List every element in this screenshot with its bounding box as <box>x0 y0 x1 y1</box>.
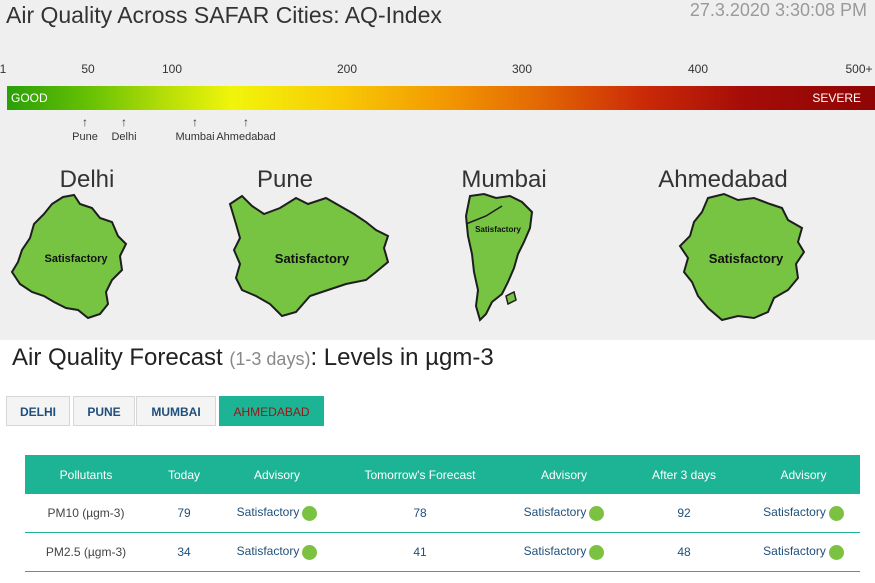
forecast-title-suffix: : Levels in µgm-3 <box>310 344 494 371</box>
aqi-marker-pune: ↑ Pune <box>72 116 98 143</box>
column-header: Advisory <box>221 455 333 494</box>
column-header: Today <box>147 455 221 494</box>
aqi-gradient-bar: GOOD SEVERE <box>7 86 875 110</box>
city-status: Satisfactory <box>709 251 784 266</box>
status-dot-icon <box>828 505 844 521</box>
pollutant-name: PM2.5 (µgm-3) <box>25 532 147 572</box>
city-name-delhi: Delhi <box>59 166 115 193</box>
tab-pune[interactable]: PUNE <box>73 396 135 426</box>
status-dot-icon <box>589 505 605 521</box>
forecast-table: Pollutants Today Advisory Tomorrow's For… <box>25 455 860 572</box>
arrow-up-icon: ↑ <box>81 115 88 129</box>
aqi-marker-mumbai: ↑ Mumbai <box>175 116 214 143</box>
marker-label: Delhi <box>111 131 137 143</box>
forecast-title-main: Air Quality Forecast <box>12 344 223 371</box>
column-header: Pollutants <box>25 455 147 494</box>
mumbai-map-shape <box>464 192 534 322</box>
today-value: 79 <box>147 494 221 533</box>
advisory-tomorrow: Satisfactory <box>507 532 621 572</box>
advisory-text: Satisfactory <box>523 544 587 559</box>
island-shape <box>505 290 517 306</box>
table-row: PM10 (µgm-3) 79 Satisfactory 78 Satisfac… <box>25 494 860 533</box>
column-header: Advisory <box>747 455 860 494</box>
aqi-marker-delhi: ↑ Delhi <box>111 116 136 143</box>
city-name-pune: Pune <box>256 166 314 193</box>
ahmedabad-map-shape <box>678 192 806 322</box>
column-header: Tomorrow's Forecast <box>333 455 507 494</box>
timestamp: 27.3.2020 3:30:08 PM <box>689 0 867 20</box>
table-row: PM2.5 (µgm-3) 34 Satisfactory 41 Satisfa… <box>25 532 860 572</box>
delhi-map[interactable]: Satisfactory <box>8 192 130 322</box>
city-status: Satisfactory <box>275 251 350 266</box>
arrow-up-icon: ↑ <box>242 115 249 129</box>
tomorrow-value: 78 <box>333 494 507 533</box>
scale-tick: 1 <box>0 62 7 76</box>
city-name-ahmedabad: Ahmedabad <box>658 166 788 193</box>
today-value: 34 <box>147 532 221 572</box>
after3-value: 92 <box>621 494 747 533</box>
tab-delhi[interactable]: DELHI <box>6 396 70 426</box>
marker-label: Mumbai <box>175 131 215 143</box>
pune-map-shape <box>228 194 390 318</box>
marker-label: Pune <box>72 131 98 143</box>
status-dot-icon <box>302 544 318 560</box>
scale-tick: 400 <box>687 62 709 76</box>
city-status: Satisfactory <box>45 253 109 265</box>
forecast-title: Air Quality Forecast (1-3 days): Levels … <box>12 344 494 372</box>
ahmedabad-map[interactable]: Satisfactory <box>678 192 806 322</box>
scale-tick: 100 <box>161 62 183 76</box>
status-dot-icon <box>828 544 844 560</box>
arrow-up-icon: ↑ <box>120 115 127 129</box>
severe-label: SEVERE <box>812 91 861 105</box>
tab-ahmedabad[interactable]: AHMEDABAD <box>219 396 324 426</box>
scale-tick: 300 <box>511 62 533 76</box>
pune-map[interactable]: Satisfactory <box>226 192 392 322</box>
arrow-up-icon: ↑ <box>192 115 198 129</box>
table-header-row: Pollutants Today Advisory Tomorrow's For… <box>25 455 860 494</box>
good-label: GOOD <box>11 91 48 105</box>
column-header: After 3 days <box>621 455 747 494</box>
aqi-marker-ahmedabad: ↑ Ahmedabad <box>216 116 275 143</box>
status-dot-icon <box>589 544 605 560</box>
advisory-after3: Satisfactory <box>747 532 860 572</box>
column-header: Advisory <box>507 455 621 494</box>
advisory-text: Satisfactory <box>236 505 300 520</box>
forecast-subtitle: (1-3 days) <box>229 349 311 369</box>
city-name-mumbai: Mumbai <box>461 166 547 193</box>
pollutant-name: PM10 (µgm-3) <box>25 494 147 533</box>
scale-tick: 50 <box>81 62 95 76</box>
mumbai-map[interactable]: Satisfactory <box>462 190 538 324</box>
tomorrow-value: 41 <box>333 532 507 572</box>
advisory-text: Satisfactory <box>763 544 826 559</box>
advisory-text: Satisfactory <box>523 505 587 520</box>
scale-tick: 200 <box>336 62 358 76</box>
status-dot-icon <box>302 505 318 521</box>
advisory-text: Satisfactory <box>236 544 300 559</box>
advisory-after3: Satisfactory <box>747 494 860 533</box>
delhi-map-shape <box>10 193 128 320</box>
scale-tick: 500+ <box>845 62 873 76</box>
coastline-detail <box>465 205 503 225</box>
marker-label: Ahmedabad <box>216 131 276 143</box>
page-title: Air Quality Across SAFAR Cities: AQ-Inde… <box>6 2 442 28</box>
advisory-today: Satisfactory <box>221 532 333 572</box>
advisory-text: Satisfactory <box>763 505 826 520</box>
aqi-overview-panel: Air Quality Across SAFAR Cities: AQ-Inde… <box>0 0 875 340</box>
tab-mumbai[interactable]: MUMBAI <box>136 396 216 426</box>
advisory-tomorrow: Satisfactory <box>507 494 621 533</box>
after3-value: 48 <box>621 532 747 572</box>
city-status: Satisfactory <box>475 225 521 234</box>
advisory-today: Satisfactory <box>221 494 333 533</box>
